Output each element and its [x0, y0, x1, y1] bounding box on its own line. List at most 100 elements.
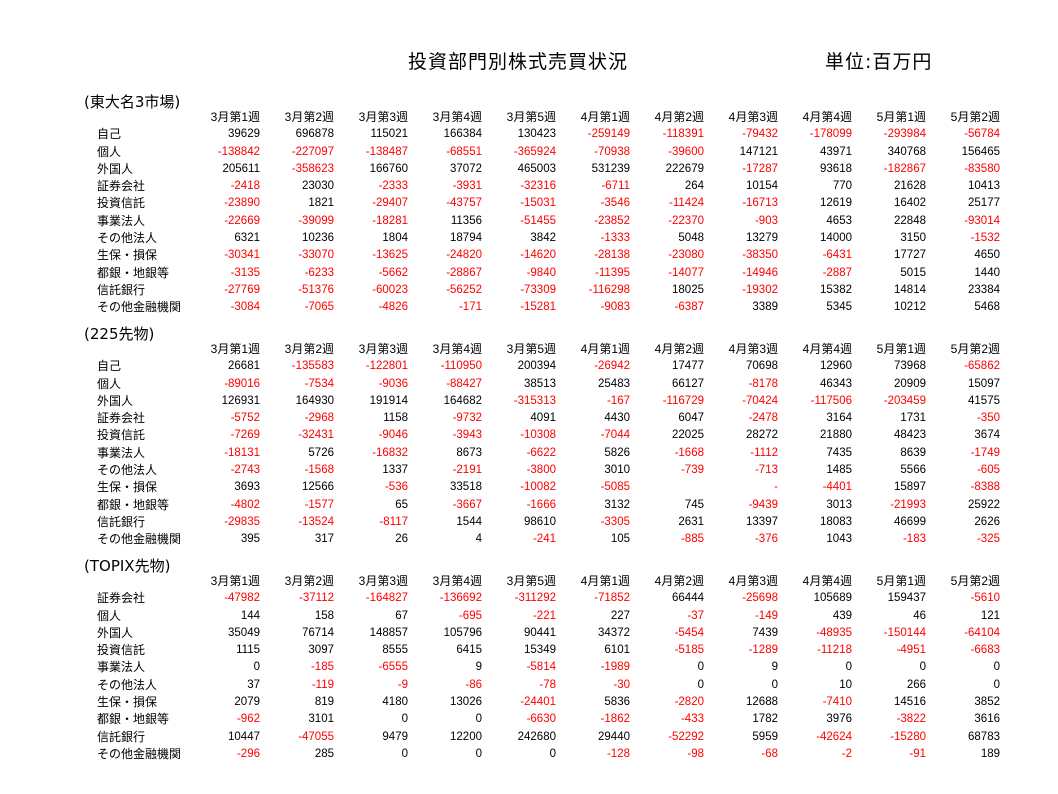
table-cell: 70698	[746, 360, 778, 373]
table-row: 個人 -138842 -227097 -138487 -68551 -365924 -709…	[92, 144, 1000, 161]
table-cell: 5836	[604, 696, 630, 709]
table-cell: 147121	[739, 145, 778, 158]
table-cell: 14000	[820, 232, 852, 245]
table-cell: -23890	[224, 197, 260, 210]
row-label: 証券会社	[97, 591, 146, 606]
table-cell: 0	[549, 747, 556, 760]
table-cell: 37	[247, 678, 260, 691]
table-cell: -365924	[513, 145, 556, 158]
table-cell: -79432	[742, 128, 778, 141]
table-cell: 26	[395, 533, 408, 546]
table-cell: -32316	[520, 180, 556, 193]
data-table: 3月第1週 3月第2週 3月第3週 3月第4週 3月第5週 4月第1週 4月第2週 4月第3週…	[92, 573, 1000, 763]
table-cell: -117506	[810, 394, 852, 407]
table-row: 投資信託 1115 3097 8555 6415 15349 6101 -5185 -1289 -…	[92, 642, 1000, 659]
header-corner	[92, 109, 186, 126]
table-cell: -16713	[742, 197, 778, 210]
row-label: 個人	[97, 376, 122, 391]
table-cell: 3842	[530, 232, 556, 245]
row-label: 事業法人	[97, 660, 146, 675]
row-label: その他金融機関	[97, 746, 182, 761]
table-cell: 395	[240, 533, 260, 546]
table-cell: -2333	[378, 180, 408, 193]
table-cell: 12200	[450, 730, 482, 743]
table-cell: -1666	[526, 498, 556, 511]
table-cell: 0	[401, 747, 408, 760]
table-cell: -9036	[378, 377, 408, 390]
table-cell: -11218	[817, 644, 852, 657]
table-cell: 7435	[826, 446, 852, 459]
table-cell: 130423	[517, 128, 556, 141]
data-table: 3月第1週 3月第2週 3月第3週 3月第4週 3月第5週 4月第1週 4月第2週 4月第3週…	[92, 341, 1000, 549]
table-cell: -39099	[298, 214, 334, 227]
table-cell: -5814	[526, 661, 556, 674]
table-cell: 16402	[894, 197, 926, 210]
table-cell: -73309	[520, 283, 556, 296]
table-cell: 227	[610, 609, 630, 622]
table-cell: -182867	[883, 162, 926, 175]
table-cell: -3800	[526, 464, 556, 477]
table-cell: 3389	[752, 301, 778, 314]
table-row: 信託銀行 10447 -47055 9479 12200 242680 29440 -5229…	[92, 729, 1000, 746]
table-cell: 0	[475, 747, 482, 760]
table-cell: 0	[253, 661, 260, 674]
table-cell: -1862	[600, 713, 630, 726]
row-label: 投資信託	[97, 428, 146, 443]
table-row: その他法人 6321 10236 1804 18794 3842 -1333 5048 1327…	[92, 230, 1000, 247]
table-row: 都銀・地銀等 -3135 -6233 -5662 -28867 -9840 -11395 -1…	[92, 265, 1000, 282]
table-cell: 34372	[598, 626, 630, 639]
table-cell: -122801	[365, 360, 408, 373]
table-cell: 90441	[524, 626, 556, 639]
table-cell: 3616	[974, 713, 1000, 726]
table-cell: -25698	[742, 592, 778, 605]
table-cell: 12619	[820, 197, 852, 210]
table-cell: -28867	[446, 266, 482, 279]
table-cell: -29407	[372, 197, 408, 210]
table-cell: 3150	[900, 232, 926, 245]
table-cell: -7534	[304, 377, 334, 390]
table-cell: -47055	[298, 730, 334, 743]
table-cell: 164930	[295, 394, 334, 407]
table-cell: -29835	[224, 515, 260, 528]
table-cell: -17287	[742, 162, 778, 175]
table-cell: -6387	[674, 301, 704, 314]
data-table: 3月第1週 3月第2週 3月第3週 3月第4週 3月第5週 4月第1週 4月第2週 4月第3週…	[92, 109, 1000, 317]
table-cell: -739	[680, 464, 704, 477]
table-cell: 105	[610, 533, 630, 546]
table-cell: -5454	[674, 626, 704, 639]
table-cell: 264	[684, 180, 704, 193]
table-cell: 1731	[900, 412, 926, 425]
table-cell: -56784	[964, 128, 1000, 141]
table-cell: -22669	[224, 214, 260, 227]
table-cell: 3693	[234, 481, 260, 494]
column-header: 4月第3週	[728, 110, 778, 124]
section-tosho-3-markets: (東大名3市場) 3月第1週 3月第2週 3月第3週 3月第4週 3月第5週 4月第1週 4月…	[84, 95, 1000, 317]
table-row: 事業法人 0 -185 -6555 9 -5814 -1989 0 9 0 0 0	[92, 659, 1000, 676]
table-cell: -118391	[662, 128, 704, 141]
table-row: 信託銀行 -27769 -51376 -60023 -56252 -73309 -11629…	[92, 282, 1000, 299]
column-header: 3月第5週	[506, 574, 556, 588]
table-cell: 98610	[524, 515, 556, 528]
section-topix-futures: (TOPIX先物) 3月第1週 3月第2週 3月第3週 3月第4週 3月第5週 4月第1週 4…	[84, 559, 1000, 763]
table-row: 生保・損保 3693 12566 -536 33518 -10082 -5085 - -4401…	[92, 479, 1000, 496]
table-cell: -138842	[217, 145, 260, 158]
table-cell: 8673	[456, 446, 482, 459]
table-cell: -11395	[595, 266, 630, 279]
table-cell: -3084	[230, 301, 260, 314]
table-cell: -713	[754, 464, 778, 477]
column-header: 5月第2週	[950, 110, 1000, 124]
table-cell: -2887	[822, 266, 852, 279]
table-cell: -2968	[304, 412, 334, 425]
table-cell: -3667	[452, 498, 482, 511]
table-cell: 531239	[591, 162, 630, 175]
table-cell: 4653	[826, 214, 852, 227]
table-cell: 15349	[524, 644, 556, 657]
table-cell: -65862	[964, 360, 1000, 373]
table-cell: 166760	[369, 162, 408, 175]
table-cell: -88427	[446, 377, 482, 390]
table-cell: -70424	[742, 394, 778, 407]
row-label: 個人	[97, 608, 122, 623]
table-cell: -37	[687, 609, 704, 622]
table-cell: -30341	[224, 249, 260, 262]
table-cell: -9732	[452, 412, 482, 425]
